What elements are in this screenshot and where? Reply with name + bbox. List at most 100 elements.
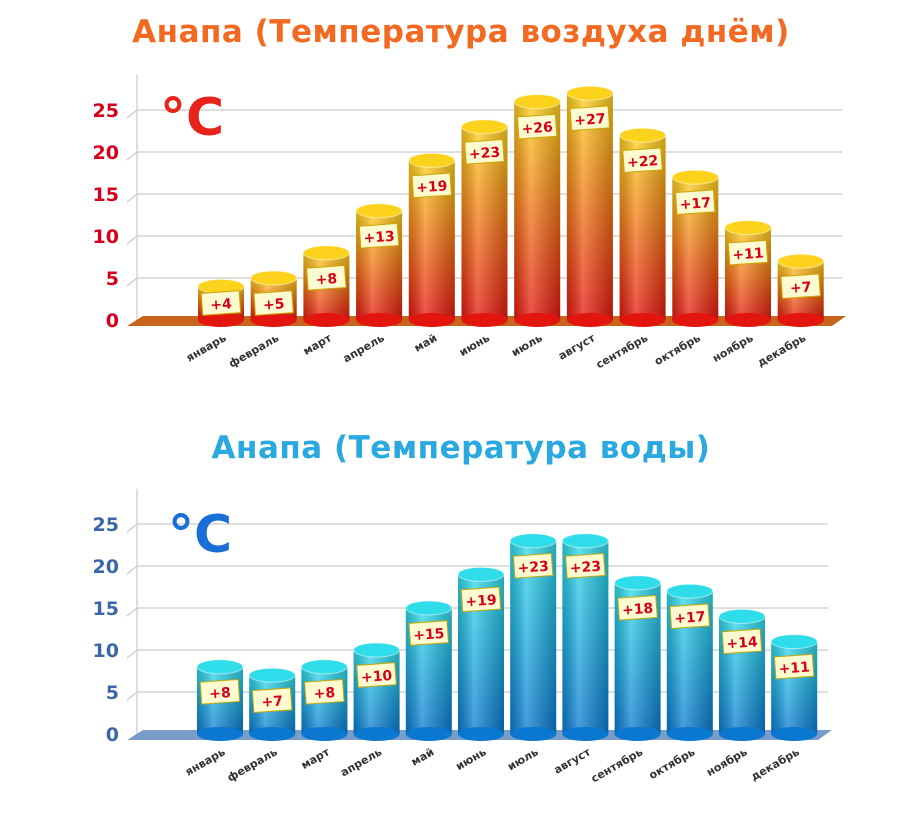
water-temperature-plot: 0 5 10 15 20 25 °C +8 январь +7 февраль +8 март +10 ап…	[93, 488, 832, 785]
x-tick-label: декабрь	[755, 331, 808, 369]
bar: +19	[457, 566, 505, 741]
x-tick-label: декабрь	[749, 745, 802, 783]
bar: +19	[408, 152, 456, 327]
data-label: +23	[468, 145, 500, 163]
bar-bottom	[458, 727, 504, 741]
bar-bottom	[725, 313, 771, 327]
x-tick-label: ноябрь	[704, 745, 749, 779]
bar-top	[408, 152, 456, 168]
data-label: +7	[261, 693, 284, 710]
bar: +11	[724, 220, 772, 327]
data-label-box	[460, 586, 502, 613]
unit-label: °C	[160, 88, 224, 148]
data-label: +19	[416, 178, 448, 196]
x-tick-label: июль	[509, 331, 544, 359]
bar-top	[671, 169, 719, 185]
bar: +23	[461, 119, 508, 327]
bar-top	[196, 659, 244, 675]
bar: +13	[355, 203, 403, 327]
chart-title: Анапа (Температура воды)	[211, 430, 711, 466]
y-tick-label: 25	[93, 100, 119, 122]
data-label: +14	[726, 634, 759, 652]
x-tick-label: август	[556, 331, 598, 363]
data-label: +23	[517, 559, 549, 577]
y-tick-label: 10	[93, 640, 119, 662]
y-tick-label: 20	[93, 142, 119, 164]
data-label-box	[617, 594, 658, 621]
data-label: +11	[778, 660, 810, 678]
x-tick-label: февраль	[227, 331, 282, 370]
data-label-box	[780, 273, 821, 300]
bar: +17	[671, 169, 719, 327]
data-label-box	[727, 239, 769, 266]
data-label: +27	[574, 111, 606, 129]
data-label-box	[565, 552, 606, 579]
bar-top	[248, 667, 296, 683]
bar-top	[724, 220, 772, 236]
bar-shading	[566, 93, 613, 320]
bar: +17	[666, 583, 714, 741]
data-label-box	[304, 678, 345, 705]
x-tick-label: сентябрь	[594, 331, 650, 371]
x-tick-label: апрель	[338, 745, 384, 779]
gridline	[126, 193, 138, 203]
gridline	[126, 277, 138, 287]
gridline	[126, 235, 138, 245]
bar-bottom	[672, 313, 719, 327]
x-tick-label: январь	[184, 331, 229, 364]
x-tick-label: март	[299, 745, 333, 772]
gridline	[126, 607, 138, 617]
bar: +11	[770, 634, 818, 741]
y-tick-label: 0	[106, 310, 119, 332]
bar-bottom	[614, 727, 661, 741]
bar-top	[457, 566, 505, 582]
bar-bottom	[777, 313, 824, 327]
bar: +22	[619, 127, 667, 327]
data-label-box	[464, 138, 505, 165]
bar: +10	[353, 642, 401, 741]
data-label: +19	[465, 592, 497, 610]
data-label-box	[306, 264, 347, 291]
data-label: +8	[315, 271, 338, 288]
bar-top	[353, 642, 401, 658]
data-label-box	[569, 105, 611, 132]
data-label-box	[200, 290, 242, 316]
bar-top	[302, 245, 350, 261]
bar-bottom	[303, 313, 350, 327]
bar: +8	[196, 659, 244, 741]
x-tick-label: ноябрь	[710, 331, 755, 365]
y-tick-label: 0	[106, 724, 119, 746]
y-tick-label: 15	[93, 598, 119, 620]
bar-bottom	[356, 313, 403, 327]
x-tick-label: октябрь	[647, 745, 698, 782]
x-tick-label: июнь	[453, 745, 488, 773]
data-label-box	[251, 687, 293, 714]
bar: +4	[197, 278, 245, 327]
bar-bottom	[510, 727, 557, 741]
data-label: +11	[732, 246, 764, 264]
x-tick-label: сентябрь	[589, 745, 645, 785]
bar-bottom	[197, 727, 243, 741]
bar-top	[461, 119, 508, 135]
data-label-box	[773, 653, 815, 680]
gridline	[126, 565, 138, 575]
bar-bottom	[353, 727, 400, 741]
bar: +23	[509, 533, 557, 741]
data-label: +15	[413, 626, 445, 644]
bar-top	[777, 253, 825, 269]
data-label-box	[199, 678, 241, 705]
data-label: +8	[209, 685, 232, 702]
gridline	[126, 523, 138, 533]
x-tick-label: май	[409, 745, 436, 768]
data-label: +18	[622, 601, 654, 619]
bar-top	[300, 659, 348, 675]
data-label: +10	[361, 668, 394, 686]
bar: +8	[300, 659, 348, 741]
x-tick-label: июнь	[457, 331, 492, 359]
data-label: +17	[674, 609, 706, 627]
data-label: +4	[210, 296, 233, 313]
bar-bottom	[408, 313, 455, 327]
x-tick-label: май	[412, 331, 439, 354]
bar: +8	[302, 245, 350, 327]
data-label-box	[516, 113, 558, 140]
